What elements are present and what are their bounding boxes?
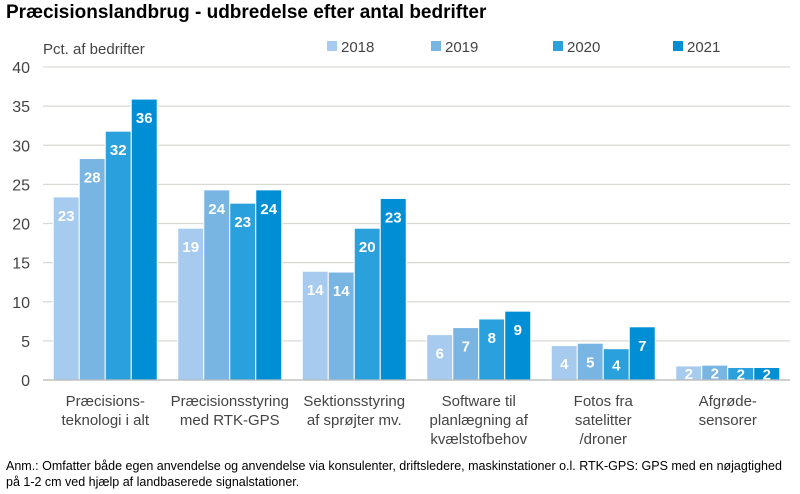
bar [576, 342, 604, 381]
data-label: 14 [333, 283, 350, 300]
legend-swatch [431, 41, 441, 51]
x-tick-label: Fotos fra [574, 393, 634, 410]
data-label: 36 [136, 110, 153, 127]
legend-label: 2020 [567, 39, 600, 56]
legend-label: 2018 [341, 39, 374, 56]
data-label: 2 [685, 366, 693, 383]
y-axis-label: Pct. af bedrifter [43, 41, 145, 58]
data-label: 28 [84, 170, 101, 187]
x-tick-label: Præcisions- [66, 393, 145, 410]
x-tick-label: /droner [579, 431, 627, 448]
data-label: 20 [359, 239, 376, 256]
chart-title: Præcisionslandbrug - udbredelse efter an… [6, 2, 487, 23]
bar [301, 270, 329, 381]
data-label: 14 [307, 282, 324, 299]
data-label: 23 [58, 208, 75, 225]
y-tick-label: 35 [12, 99, 30, 116]
data-label: 4 [612, 357, 621, 374]
x-tick-label: Afgrøde- [699, 393, 757, 410]
bar [452, 327, 480, 381]
bar [104, 130, 132, 381]
data-label: 5 [586, 355, 594, 372]
bar [504, 310, 532, 381]
footnote: Anm.: Omfatter både egen anvendelse og a… [6, 459, 782, 489]
x-tick-label: kvælstofbehov [430, 431, 527, 448]
bar [478, 318, 506, 381]
legend-swatch [327, 41, 337, 51]
x-tick-label: Software til [442, 393, 516, 410]
y-tick-label: 20 [12, 217, 30, 234]
data-label: 8 [488, 330, 496, 347]
data-label: 32 [110, 142, 127, 159]
y-tick-label: 10 [12, 295, 30, 312]
data-label: 23 [234, 214, 251, 231]
y-tick-label: 30 [12, 138, 30, 155]
y-tick-label: 5 [21, 334, 30, 351]
bar [78, 158, 106, 381]
y-tick-label: 15 [12, 256, 30, 273]
data-label: 7 [638, 338, 646, 355]
bar [130, 98, 158, 381]
y-tick-label: 0 [21, 373, 30, 390]
bar [327, 271, 355, 381]
bar [203, 189, 231, 381]
x-tick-label: Præcisionsstyring [171, 393, 289, 410]
data-label: 6 [436, 346, 444, 363]
data-label: 23 [385, 209, 402, 226]
x-tick-label: teknologi i alt [61, 412, 149, 429]
y-tick-label: 40 [12, 60, 30, 77]
legend-swatch [553, 41, 563, 51]
x-tick-label: af sprøjter mv. [307, 412, 402, 429]
legend-label: 2019 [445, 39, 478, 56]
x-tick-label: med RTK-GPS [180, 412, 280, 429]
bar [602, 348, 630, 381]
data-label: 2 [763, 367, 771, 384]
data-label: 24 [260, 201, 277, 218]
bar [177, 227, 205, 381]
data-label: 9 [514, 322, 522, 339]
legend-label: 2021 [687, 39, 720, 56]
data-label: 19 [182, 239, 199, 256]
x-tick-label: sensorer [699, 412, 757, 429]
data-label: 7 [462, 339, 470, 356]
bar [255, 189, 283, 381]
y-tick-label: 25 [12, 177, 30, 194]
data-label: 4 [560, 356, 569, 373]
x-tick-label: planlægning af [430, 412, 529, 429]
x-tick-label: Sektionsstyring [303, 393, 405, 410]
data-label: 2 [711, 366, 719, 383]
data-label: 2 [737, 367, 745, 384]
x-tick-label: satelitter [575, 412, 632, 429]
data-label: 24 [208, 201, 225, 218]
bar [52, 196, 80, 381]
legend-swatch [673, 41, 683, 51]
